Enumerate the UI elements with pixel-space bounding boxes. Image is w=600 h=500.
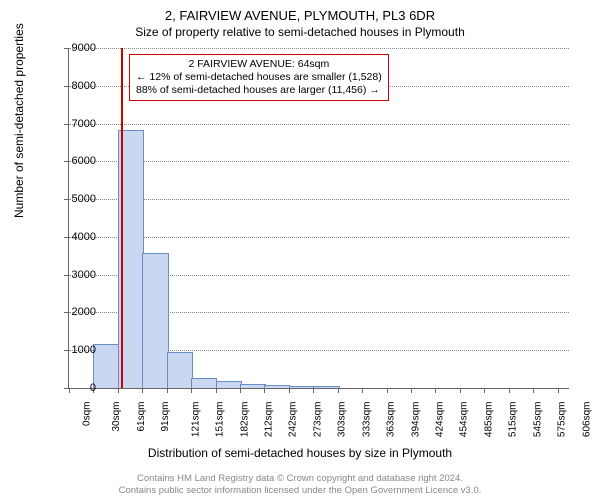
x-tick <box>484 388 485 393</box>
x-tick <box>313 388 314 393</box>
x-tick <box>289 388 290 393</box>
x-tick <box>240 388 241 393</box>
x-tick <box>167 388 168 393</box>
x-tick-label: 61sqm <box>136 402 147 432</box>
y-tick-label: 6000 <box>56 155 96 167</box>
annotation-line: 2 FAIRVIEW AVENUE: 64sqm <box>136 58 382 71</box>
x-tick <box>387 388 388 393</box>
y-tick-label: 3000 <box>56 269 96 281</box>
x-tick-label: 606sqm <box>581 402 592 438</box>
x-tick-label: 30sqm <box>111 402 122 432</box>
x-tick-label: 242sqm <box>288 402 299 438</box>
x-tick-label: 273sqm <box>313 402 324 438</box>
y-tick-label: 8000 <box>56 80 96 92</box>
x-tick-label: 121sqm <box>190 402 201 438</box>
histogram-bar <box>240 384 266 388</box>
property-marker-line <box>121 48 123 388</box>
histogram-bar <box>93 344 119 388</box>
x-tick <box>142 388 143 393</box>
gridline <box>69 48 569 49</box>
x-tick-label: 394sqm <box>410 402 421 438</box>
x-tick <box>558 388 559 393</box>
y-tick-label: 1000 <box>56 344 96 356</box>
x-tick-label: 363sqm <box>385 402 396 438</box>
y-tick-label: 5000 <box>56 193 96 205</box>
footer-text: Contains HM Land Registry data © Crown c… <box>0 473 600 496</box>
x-tick <box>118 388 119 393</box>
x-tick-label: 545sqm <box>532 402 543 438</box>
histogram-bar <box>313 386 339 388</box>
x-tick-label: 182sqm <box>239 402 250 438</box>
footer-line-2: Contains public sector information licen… <box>0 485 600 496</box>
chart-container: 2, FAIRVIEW AVENUE, PLYMOUTH, PL3 6DR Si… <box>0 0 600 500</box>
plot-area: 2 FAIRVIEW AVENUE: 64sqm← 12% of semi-de… <box>68 48 569 389</box>
x-tick <box>509 388 510 393</box>
x-tick-label: 575sqm <box>556 402 567 438</box>
x-tick-label: 333sqm <box>361 402 372 438</box>
x-tick-label: 303sqm <box>337 402 348 438</box>
x-tick <box>435 388 436 393</box>
x-tick-label: 424sqm <box>435 402 446 438</box>
x-tick-label: 91sqm <box>160 402 171 432</box>
x-tick <box>362 388 363 393</box>
gridline <box>69 124 569 125</box>
y-tick-label: 9000 <box>56 42 96 54</box>
y-tick-label: 0 <box>56 382 96 394</box>
x-tick-label: 212sqm <box>264 402 275 438</box>
x-axis-label: Distribution of semi-detached houses by … <box>0 446 600 460</box>
footer-line-1: Contains HM Land Registry data © Crown c… <box>0 473 600 484</box>
annotation-line: ← 12% of semi-detached houses are smalle… <box>136 71 382 84</box>
y-tick-label: 7000 <box>56 118 96 130</box>
histogram-bar <box>264 385 290 388</box>
annotation-line: 88% of semi-detached houses are larger (… <box>136 84 382 97</box>
x-tick <box>264 388 265 393</box>
x-tick-label: 151sqm <box>214 402 225 438</box>
histogram-bar <box>142 253 168 388</box>
annotation-box: 2 FAIRVIEW AVENUE: 64sqm← 12% of semi-de… <box>129 54 389 101</box>
x-tick-label: 0sqm <box>81 402 92 426</box>
chart-title: 2, FAIRVIEW AVENUE, PLYMOUTH, PL3 6DR <box>0 0 600 25</box>
x-tick <box>533 388 534 393</box>
x-tick <box>191 388 192 393</box>
histogram-bar <box>216 381 242 388</box>
x-tick <box>216 388 217 393</box>
x-tick <box>338 388 339 393</box>
x-tick-label: 515sqm <box>508 402 519 438</box>
y-axis-label: Number of semi-detached properties <box>12 23 26 218</box>
histogram-bar <box>191 378 217 388</box>
x-tick <box>411 388 412 393</box>
x-tick <box>460 388 461 393</box>
x-tick-label: 454sqm <box>459 402 470 438</box>
histogram-bar <box>167 352 193 388</box>
y-tick-label: 2000 <box>56 306 96 318</box>
x-tick-label: 485sqm <box>484 402 495 438</box>
y-tick-label: 4000 <box>56 231 96 243</box>
histogram-bar <box>289 386 315 389</box>
